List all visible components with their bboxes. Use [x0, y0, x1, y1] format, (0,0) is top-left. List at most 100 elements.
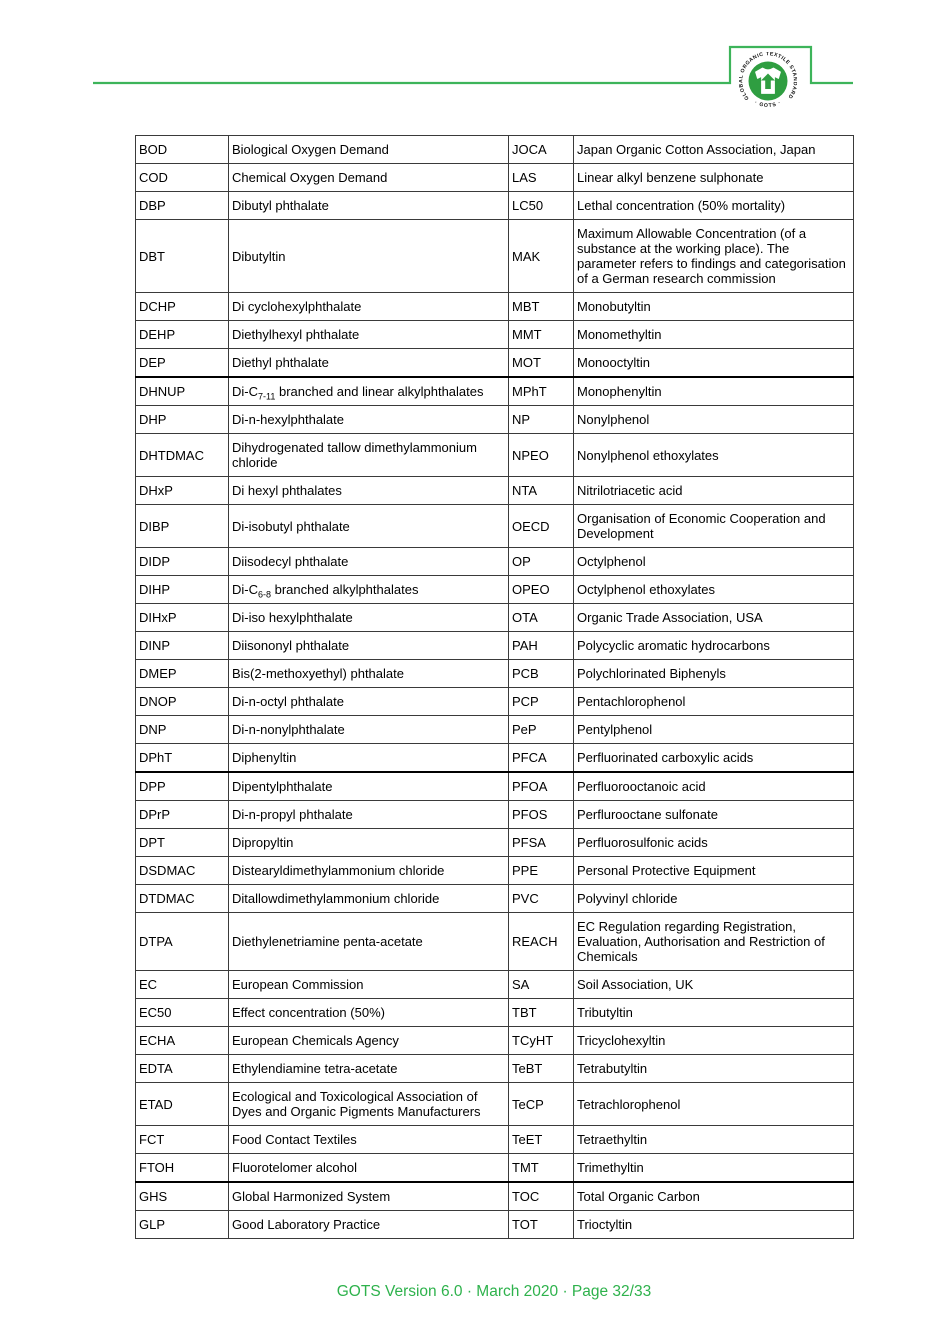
abbr-cell: OP [508, 547, 574, 576]
gots-logo-icon: GLOBAL ORGANIC TEXTILE STANDARD · GOTS · [739, 52, 797, 110]
abbr-cell: DSDMAC [135, 856, 229, 885]
abbr-cell: OPEO [508, 575, 574, 604]
definition-cell: Perfluorooctanoic acid [573, 771, 854, 801]
definition-cell: Ethylendiamine tetra-acetate [228, 1054, 509, 1083]
definition-cell: Perflurooctane sulfonate [573, 800, 854, 829]
abbr-cell: DTPA [135, 912, 229, 971]
abbr-cell: DIBP [135, 504, 229, 548]
definition-cell: Distearyldimethylammonium chloride [228, 856, 509, 885]
table-row: DINP Diisononyl phthalate PAH Polycyclic ar… [135, 631, 854, 660]
abbr-cell: NP [508, 405, 574, 434]
definition-cell: Octylphenol [573, 547, 854, 576]
table-row: DNP Di-n-nonylphthalate PeP Pentylphenol [135, 715, 854, 744]
abbr-cell: PVC [508, 884, 574, 913]
logo-bottom-text: · GOTS · [753, 100, 781, 109]
definition-cell: Di hexyl phthalates [228, 476, 509, 505]
definition-cell: Biological Oxygen Demand [228, 135, 509, 164]
table-row: GLP Good Laboratory Practice TOT Trioctylti… [135, 1210, 854, 1239]
abbr-cell: PFSA [508, 828, 574, 857]
table-row: DHxP Di hexyl phthalates NTA Nitrilotriacet… [135, 476, 854, 505]
table-row: DCHP Di cyclohexylphthalate MBT Monobutylti… [135, 292, 854, 321]
definition-cell: EC Regulation regarding Registration, Ev… [573, 912, 854, 971]
abbr-cell: SA [508, 970, 574, 999]
abbr-cell: DNOP [135, 687, 229, 716]
table-row: DPhT Diphenyltin PFCA Perfluorinated carbox… [135, 743, 854, 773]
abbr-cell: TeBT [508, 1054, 574, 1083]
abbr-cell: JOCA [508, 135, 574, 164]
abbr-cell: DINP [135, 631, 229, 660]
abbreviations-table-body: BOD Biological Oxygen Demand JOCA Japan Org… [135, 135, 854, 1239]
table-row: DTPA Diethylenetriamine penta-acetate REAC… [135, 912, 854, 971]
table-row: DPT Dipropyltin PFSA Perfluorosulfonic acid… [135, 828, 854, 857]
abbr-cell: DTDMAC [135, 884, 229, 913]
definition-cell: Diethyl phthalate [228, 348, 509, 378]
definition-cell: Tetrachlorophenol [573, 1082, 854, 1126]
table-row: GHS Global Harmonized System TOC Total Orga… [135, 1181, 854, 1211]
definition-cell: European Chemicals Agency [228, 1026, 509, 1055]
abbr-cell: LC50 [508, 191, 574, 220]
table-row: DIBP Di-isobutyl phthalate OECD Organisatio… [135, 504, 854, 548]
table-row: DBT Dibutyltin MAK Maximum Allowable Concen… [135, 219, 854, 293]
abbr-cell: PCP [508, 687, 574, 716]
table-row: EDTA Ethylendiamine tetra-acetate TeBT Tetr… [135, 1054, 854, 1083]
abbr-cell: TCyHT [508, 1026, 574, 1055]
abbr-cell: DBT [135, 219, 229, 293]
table-row: DPP Dipentylphthalate PFOA Perfluorooctanoi… [135, 771, 854, 801]
abbr-cell: MMT [508, 320, 574, 349]
definition-cell: Di-n-hexylphthalate [228, 405, 509, 434]
abbr-cell: PPE [508, 856, 574, 885]
definition-cell: Di-n-propyl phthalate [228, 800, 509, 829]
definition-cell: Dihydrogenated tallow dimethylammonium c… [228, 433, 509, 477]
table-row: DHTDMAC Dihydrogenated tallow dimethylamm… [135, 433, 854, 477]
table-row: DEP Diethyl phthalate MOT Monooctyltin [135, 348, 854, 378]
definition-cell: Di-n-nonylphthalate [228, 715, 509, 744]
definition-cell: Nonylphenol ethoxylates [573, 433, 854, 477]
definition-cell: Organic Trade Association, USA [573, 603, 854, 632]
abbr-cell: TeET [508, 1125, 574, 1154]
abbr-cell: DPrP [135, 800, 229, 829]
abbr-cell: GLP [135, 1210, 229, 1239]
definition-cell: Dibutyl phthalate [228, 191, 509, 220]
definition-cell: European Commission [228, 970, 509, 999]
abbr-cell: GHS [135, 1181, 229, 1211]
abbr-cell: DNP [135, 715, 229, 744]
definition-cell: Trioctyltin [573, 1210, 854, 1239]
table-row: DBP Dibutyl phthalate LC50 Lethal concentra… [135, 191, 854, 220]
abbr-cell: OECD [508, 504, 574, 548]
abbr-cell: TOC [508, 1181, 574, 1211]
definition-cell: Perfluorinated carboxylic acids [573, 743, 854, 773]
logo-arrow-icon [761, 73, 775, 89]
definition-cell: Soil Association, UK [573, 970, 854, 999]
definition-cell: Diphenyltin [228, 743, 509, 773]
definition-cell: Dipentylphthalate [228, 771, 509, 801]
abbr-cell: MBT [508, 292, 574, 321]
table-row: BOD Biological Oxygen Demand JOCA Japan Org… [135, 135, 854, 164]
abbr-cell: DEHP [135, 320, 229, 349]
definition-cell: Monophenyltin [573, 376, 854, 406]
abbr-cell: COD [135, 163, 229, 192]
definition-cell: Di-C6-8 branched alkylphthalates [228, 575, 509, 604]
definition-cell: Maximum Allowable Concentration (of a su… [573, 219, 854, 293]
definition-cell: Chemical Oxygen Demand [228, 163, 509, 192]
abbr-cell: NPEO [508, 433, 574, 477]
abbreviations-table: BOD Biological Oxygen Demand JOCA Japan Org… [135, 135, 854, 1239]
abbr-cell: MOT [508, 348, 574, 378]
definition-cell: Japan Organic Cotton Association, Japan [573, 135, 854, 164]
definition-cell: Nonylphenol [573, 405, 854, 434]
definition-cell: Trimethyltin [573, 1153, 854, 1183]
abbr-cell: PFOA [508, 771, 574, 801]
abbr-cell: ETAD [135, 1082, 229, 1126]
definition-cell: Diisodecyl phthalate [228, 547, 509, 576]
abbr-cell: NTA [508, 476, 574, 505]
table-row: ETAD Ecological and Toxicological Associa… [135, 1082, 854, 1126]
table-row: DHP Di-n-hexylphthalate NP Nonylphenol [135, 405, 854, 434]
definition-cell: Good Laboratory Practice [228, 1210, 509, 1239]
table-row: EC European Commission SA Soil Association,… [135, 970, 854, 999]
definition-cell: Lethal concentration (50% mortality) [573, 191, 854, 220]
abbr-cell: LAS [508, 163, 574, 192]
definition-cell: Nitrilotriacetic acid [573, 476, 854, 505]
definition-cell: Diisononyl phthalate [228, 631, 509, 660]
abbr-cell: DPhT [135, 743, 229, 773]
abbr-cell: OTA [508, 603, 574, 632]
